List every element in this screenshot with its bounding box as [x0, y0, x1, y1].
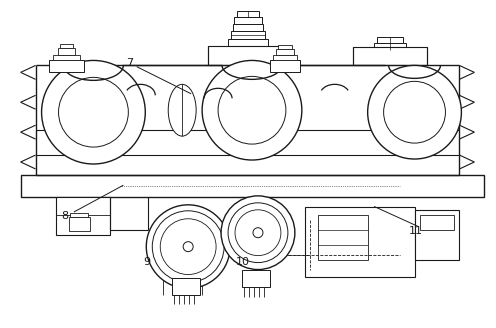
- Circle shape: [42, 60, 145, 164]
- Circle shape: [368, 65, 461, 159]
- Bar: [376, 36, 403, 43]
- Bar: [242, 270, 270, 287]
- Text: 8: 8: [62, 211, 68, 221]
- Bar: [172, 277, 200, 296]
- Text: 9: 9: [143, 257, 150, 267]
- Text: 10: 10: [236, 257, 250, 267]
- Ellipse shape: [168, 84, 196, 136]
- Bar: [56, 197, 111, 235]
- Circle shape: [228, 203, 288, 263]
- Bar: [208, 46, 288, 65]
- Bar: [237, 10, 259, 17]
- Bar: [58, 49, 75, 55]
- Circle shape: [218, 76, 286, 144]
- Bar: [353, 48, 428, 65]
- Circle shape: [383, 81, 445, 143]
- Bar: [60, 44, 73, 49]
- Bar: [49, 60, 84, 72]
- Bar: [233, 24, 263, 31]
- Circle shape: [59, 77, 128, 147]
- Bar: [270, 60, 300, 72]
- Circle shape: [235, 210, 281, 256]
- Circle shape: [152, 211, 224, 282]
- Circle shape: [221, 196, 295, 270]
- Bar: [278, 45, 292, 50]
- Bar: [234, 17, 262, 24]
- Bar: [371, 51, 409, 58]
- Text: 7: 7: [125, 58, 133, 68]
- Circle shape: [202, 60, 302, 160]
- Bar: [305, 207, 415, 277]
- Bar: [70, 213, 88, 217]
- Bar: [415, 210, 459, 259]
- Bar: [231, 31, 265, 38]
- Bar: [420, 215, 454, 230]
- Circle shape: [160, 219, 216, 275]
- Circle shape: [253, 228, 263, 238]
- Circle shape: [183, 242, 193, 252]
- Bar: [373, 43, 406, 51]
- Bar: [318, 215, 368, 259]
- Bar: [228, 38, 268, 47]
- Bar: [273, 55, 297, 60]
- Bar: [21, 175, 484, 197]
- Circle shape: [146, 205, 230, 288]
- Bar: [276, 50, 294, 55]
- Bar: [68, 217, 90, 231]
- Text: 11: 11: [409, 226, 423, 236]
- Bar: [53, 55, 80, 60]
